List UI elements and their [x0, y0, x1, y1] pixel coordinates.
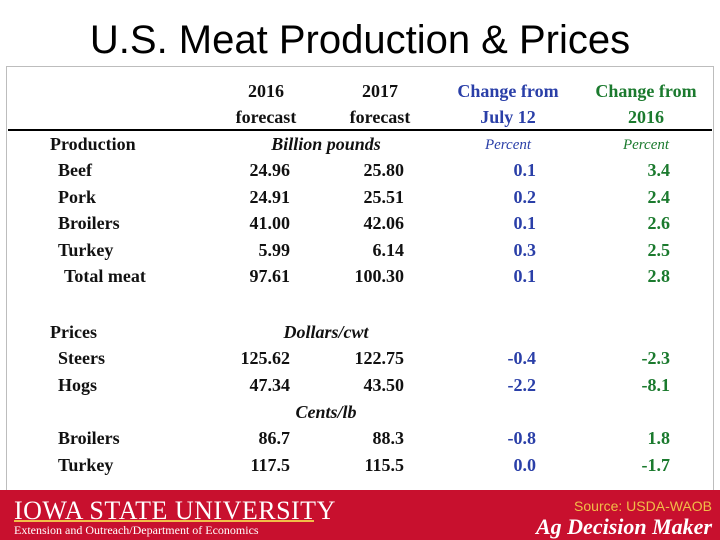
change-2016: -2.3 — [641, 348, 671, 368]
percent-label-july: Percent — [484, 137, 532, 153]
row-label: Steers — [58, 348, 105, 368]
production-label: Production — [50, 134, 136, 154]
value-2016: 47.34 — [249, 375, 291, 395]
header-2017-line2: forecast — [349, 107, 411, 127]
footer-bar — [0, 490, 720, 540]
value-2017: 88.3 — [372, 428, 405, 448]
header-change-july-line2: July 12 — [480, 107, 536, 127]
value-2016: 86.7 — [258, 428, 291, 448]
prices-unit-lb: Cents/lb — [295, 402, 357, 422]
change-2016: 2.8 — [647, 266, 671, 286]
header-change-2016: Change from 2016 — [584, 78, 708, 130]
row-label: Beef — [58, 160, 92, 180]
change-july: 0.1 — [513, 266, 537, 286]
change-2016: 2.4 — [647, 186, 671, 207]
title-divider — [6, 66, 714, 67]
change-2016: -8.1 — [641, 375, 671, 395]
header-change-july-line1: Change from — [457, 81, 559, 101]
header-2016: 2016 forecast — [228, 78, 304, 130]
wordmark-underline — [14, 520, 314, 522]
value-2016: 24.96 — [249, 160, 291, 180]
value-2017: 122.75 — [354, 348, 405, 368]
change-july: 0.1 — [513, 160, 537, 180]
change-july: -0.4 — [507, 348, 537, 368]
value-2016: 24.91 — [249, 186, 291, 207]
change-2016: 1.8 — [647, 428, 671, 448]
prices-unit-cwt: Dollars/cwt — [283, 322, 369, 342]
value-2017: 6.14 — [372, 239, 405, 260]
change-2016: 2.6 — [647, 213, 671, 233]
row-label: Broilers — [58, 213, 120, 233]
value-2016: 5.99 — [258, 239, 291, 260]
row-label: Turkey — [58, 239, 114, 260]
value-2017: 43.50 — [363, 375, 405, 395]
percent-label-2016: Percent — [622, 137, 670, 153]
header-2017-line1: 2017 — [362, 81, 398, 101]
value-2017: 25.51 — [363, 186, 405, 207]
change-july: 0.2 — [513, 186, 537, 207]
row-label: Total meat — [64, 266, 146, 286]
source-text: Source: USDA-WAOB — [574, 498, 712, 514]
row-label: Pork — [58, 186, 96, 207]
header-2016-line1: 2016 — [248, 81, 284, 101]
value-2016: 97.61 — [249, 266, 291, 286]
change-2016: 2.5 — [647, 239, 671, 260]
change-july: -0.8 — [507, 428, 537, 448]
value-2017: 115.5 — [364, 455, 404, 475]
header-change-july: Change from July 12 — [446, 78, 570, 130]
change-2016: 3.4 — [647, 160, 671, 180]
change-july: 0.3 — [513, 239, 537, 260]
header-2017: 2017 forecast — [340, 78, 420, 130]
right-border — [713, 66, 714, 490]
change-2016: -1.7 — [641, 455, 671, 475]
value-2017: 100.30 — [354, 266, 405, 286]
row-label: Turkey — [58, 455, 114, 475]
header-change-2016-line1: Change from — [595, 81, 697, 101]
header-change-2016-line2: 2016 — [628, 107, 664, 127]
extension-text: Extension and Outreach/Department of Eco… — [14, 523, 259, 537]
header-rule — [8, 129, 712, 131]
left-border — [6, 66, 7, 490]
value-2016: 117.5 — [250, 455, 290, 475]
header-2016-line2: forecast — [235, 107, 297, 127]
value-2016: 41.00 — [249, 213, 291, 233]
row-label: Broilers — [58, 428, 120, 448]
row-label: Hogs — [58, 375, 98, 395]
change-july: -2.2 — [507, 375, 537, 395]
value-2017: 42.06 — [363, 213, 405, 233]
ag-decision-maker-logo: Ag Decision Maker — [536, 514, 712, 539]
value-2016: 125.62 — [240, 348, 291, 368]
production-unit: Billion pounds — [271, 134, 381, 154]
value-2017: 25.80 — [363, 160, 405, 180]
slide-title: U.S. Meat Production & Prices — [89, 18, 631, 62]
prices-label: Prices — [50, 322, 97, 342]
change-july: 0.0 — [513, 455, 537, 475]
change-july: 0.1 — [513, 213, 537, 233]
